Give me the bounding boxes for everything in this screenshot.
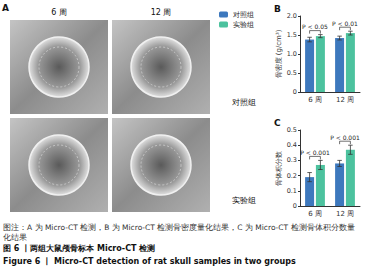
svg-text:12 周: 12 周 <box>336 96 354 104</box>
svg-text:P < 0.001: P < 0.001 <box>330 134 360 141</box>
svg-text:实验组: 实验组 <box>232 196 256 205</box>
svg-text:P < 0.001: P < 0.001 <box>300 149 330 156</box>
svg-text:C: C <box>274 118 281 128</box>
svg-text:化结果: 化结果 <box>3 233 27 242</box>
svg-text:1.5: 1.5 <box>287 31 297 39</box>
svg-text:实验组: 实验组 <box>233 21 254 29</box>
svg-text:骨密度 (g/cm³): 骨密度 (g/cm³) <box>275 29 283 78</box>
svg-text:0: 0 <box>293 202 297 210</box>
svg-text:6 周: 6 周 <box>308 210 322 218</box>
svg-text:图 6 丨两组大鼠颅骨标本 Micro-CT 检测: 图 6 丨两组大鼠颅骨标本 Micro-CT 检测 <box>3 244 155 253</box>
svg-text:对照组: 对照组 <box>233 11 254 19</box>
svg-text:0.2: 0.2 <box>287 172 297 180</box>
svg-text:P < 0.05: P < 0.05 <box>302 23 328 30</box>
svg-text:A: A <box>2 3 9 13</box>
svg-text:12 周: 12 周 <box>336 210 354 218</box>
svg-text:0.1: 0.1 <box>287 187 297 195</box>
svg-text:B: B <box>274 4 281 14</box>
svg-text:2.0: 2.0 <box>287 12 297 20</box>
svg-text:图注：A 为 Micro-CT 检测，B 为 Micro-C: 图注：A 为 Micro-CT 检测，B 为 Micro-CT 检测骨密度量化结… <box>3 223 355 232</box>
svg-text:对照组: 对照组 <box>232 98 256 107</box>
svg-text:1.0: 1.0 <box>287 50 297 58</box>
svg-text:P < 0.01: P < 0.01 <box>332 20 358 27</box>
svg-text:6 周: 6 周 <box>308 96 322 104</box>
svg-text:0.3: 0.3 <box>287 156 297 164</box>
svg-text:0.5: 0.5 <box>287 126 297 134</box>
svg-text:0.4: 0.4 <box>287 141 297 149</box>
svg-text:6 周: 6 周 <box>51 8 67 17</box>
svg-text:12 周: 12 周 <box>151 8 172 17</box>
svg-text:0: 0 <box>293 88 297 96</box>
svg-text:0.5: 0.5 <box>287 69 297 77</box>
svg-text:骨体积分数: 骨体积分数 <box>275 151 283 186</box>
svg-text:Figure 6 丨 Micro-CT detection: Figure 6 丨 Micro-CT detection of rat sku… <box>3 257 296 266</box>
